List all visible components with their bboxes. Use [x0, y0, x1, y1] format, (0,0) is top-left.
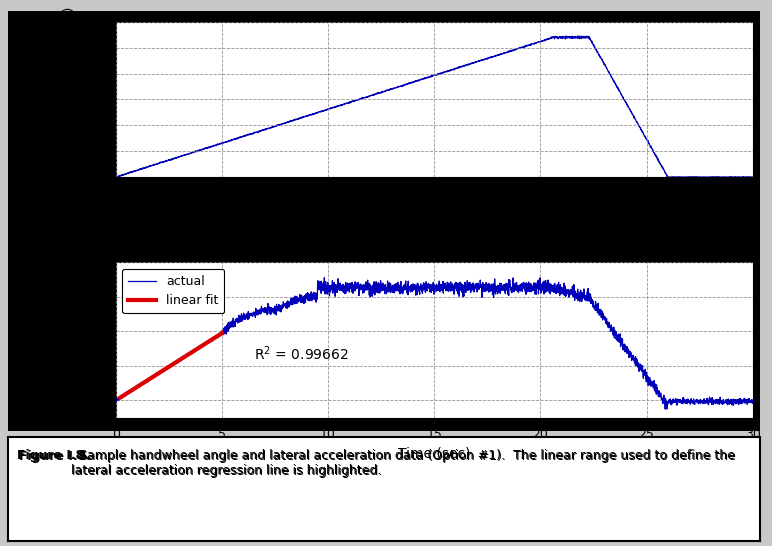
actual — [383, 289, 392, 295]
actual — [111, 399, 120, 405]
Legend: actual, linear fit: actual, linear fit — [122, 269, 225, 313]
Text: Sample handwheel angle and lateral acceleration data (Option #1).  The linear ra: Sample handwheel angle and lateral accel… — [72, 450, 736, 478]
actual — [356, 281, 365, 287]
actual — [320, 275, 329, 281]
X-axis label: Time (sec): Time (sec) — [398, 447, 470, 461]
Y-axis label: Lateral Acceleration (g): Lateral Acceleration (g) — [67, 262, 80, 418]
Line: linear fit: linear fit — [120, 333, 222, 397]
actual — [661, 406, 670, 412]
actual — [748, 400, 757, 406]
actual — [667, 398, 676, 405]
X-axis label: Time (sec): Time (sec) — [398, 206, 470, 220]
Text: Figure I.8.: Figure I.8. — [17, 449, 89, 462]
Text: Sample handwheel angle and lateral acceleration data (Option #1).  The linear ra: Sample handwheel angle and lateral accel… — [71, 449, 735, 477]
Line: actual: actual — [116, 278, 753, 409]
linear fit — [116, 394, 125, 401]
Text: R$^2$ = 0.99662: R$^2$ = 0.99662 — [254, 345, 348, 363]
Text: Figure I.8.: Figure I.8. — [19, 450, 91, 464]
actual — [736, 398, 745, 405]
linear fit — [218, 330, 227, 336]
actual — [222, 324, 231, 331]
actual — [184, 352, 193, 358]
Y-axis label: Handwheel Angle (degrees): Handwheel Angle (degrees) — [63, 7, 76, 192]
